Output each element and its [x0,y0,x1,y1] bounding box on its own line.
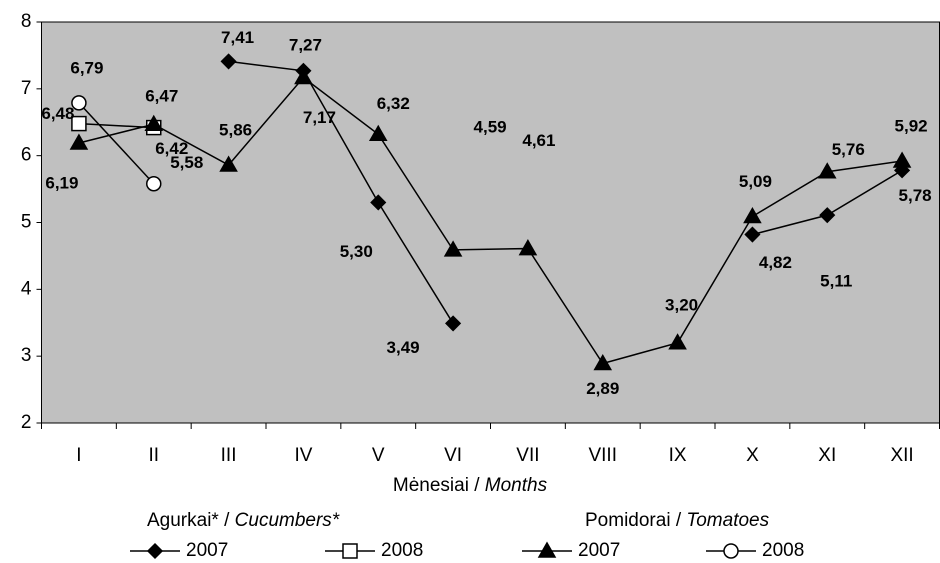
legend-label: 2008 [762,540,804,561]
value-label: 6,48 [41,104,74,123]
value-label: 2,89 [586,379,619,398]
x-tick-label: VIII [588,445,617,466]
marker [892,151,912,168]
value-label: 7,17 [303,108,336,127]
value-label: 6,19 [45,173,78,192]
x-label-main: Mėnesiai / [393,475,485,496]
value-label: 5,58 [170,153,203,172]
legend-label: 2008 [381,540,423,561]
marker [537,541,557,558]
value-label: 4,59 [474,117,507,136]
value-label: 5,11 [820,272,852,291]
value-label: 5,92 [895,116,928,135]
x-tick-label: IX [669,445,687,466]
value-label: 4,82 [759,253,792,272]
legend-group: Agurkai* / Cucumbers* [147,510,340,531]
x-tick-label: X [746,445,759,466]
value-label: 6,32 [377,94,410,113]
x-tick-label: V [372,445,385,466]
y-tick-label: 8 [21,11,32,32]
value-label: 6,79 [70,58,103,77]
value-label: 5,30 [340,242,373,261]
plot-area [41,21,940,424]
marker [342,543,358,559]
marker [294,67,313,85]
marker [71,115,87,132]
value-label: 3,20 [665,295,698,314]
series-line [78,76,903,365]
marker [370,194,387,211]
legend-label: 2007 [578,540,620,561]
series-line [78,102,155,185]
legend-group-italic: Cucumbers* [235,510,340,531]
legend-group-text: Pomidorai / [585,510,686,531]
y-tick-label: 5 [21,212,32,233]
x-tick-label: XI [818,445,836,466]
x-tick-label: VII [516,445,539,466]
value-label: 5,09 [739,172,772,191]
marker [817,162,837,179]
marker [220,53,237,70]
marker [69,133,89,150]
marker [445,315,462,332]
value-label: 7,27 [289,35,322,54]
marker [146,175,162,192]
marker [723,543,739,559]
legend-label: 2007 [186,540,228,561]
x-axis-label: Mėnesiai / Months [393,475,548,496]
marker [146,542,164,560]
value-label: 6,42 [155,139,188,158]
marker [443,240,463,257]
marker [144,114,164,132]
marker [819,207,836,224]
x-label-italic: Months [485,475,548,496]
marker [71,95,87,111]
y-tick-label: 2 [21,412,32,433]
x-tick-label: VI [444,445,462,466]
y-tick-label: 4 [21,278,32,299]
x-tick-label: III [221,445,237,466]
marker [219,155,238,172]
legend-group-italic: Tomatoes [686,510,769,531]
y-tick-label: 6 [21,145,32,166]
x-tick-label: II [148,445,159,466]
value-label: 7,41 [221,28,254,47]
value-label: 4,61 [522,131,555,150]
x-tick-label: I [76,445,81,466]
x-tick-label: IV [294,445,312,466]
x-tick-label: XII [890,445,913,466]
y-tick-label: 3 [21,345,32,366]
value-label: 5,76 [832,140,865,159]
marker [368,124,388,142]
value-label: 3,49 [387,338,420,357]
legend-group: Pomidorai / Tomatoes [585,510,770,531]
marker [743,206,762,224]
marker [518,239,538,256]
marker [668,333,687,350]
legend-group-text: Agurkai* / [147,510,235,531]
value-label: 6,47 [145,87,178,106]
y-tick-label: 7 [21,78,32,99]
marker [744,226,761,243]
value-label: 5,78 [899,186,932,205]
value-label: 5,86 [219,121,252,140]
marker [593,354,613,371]
